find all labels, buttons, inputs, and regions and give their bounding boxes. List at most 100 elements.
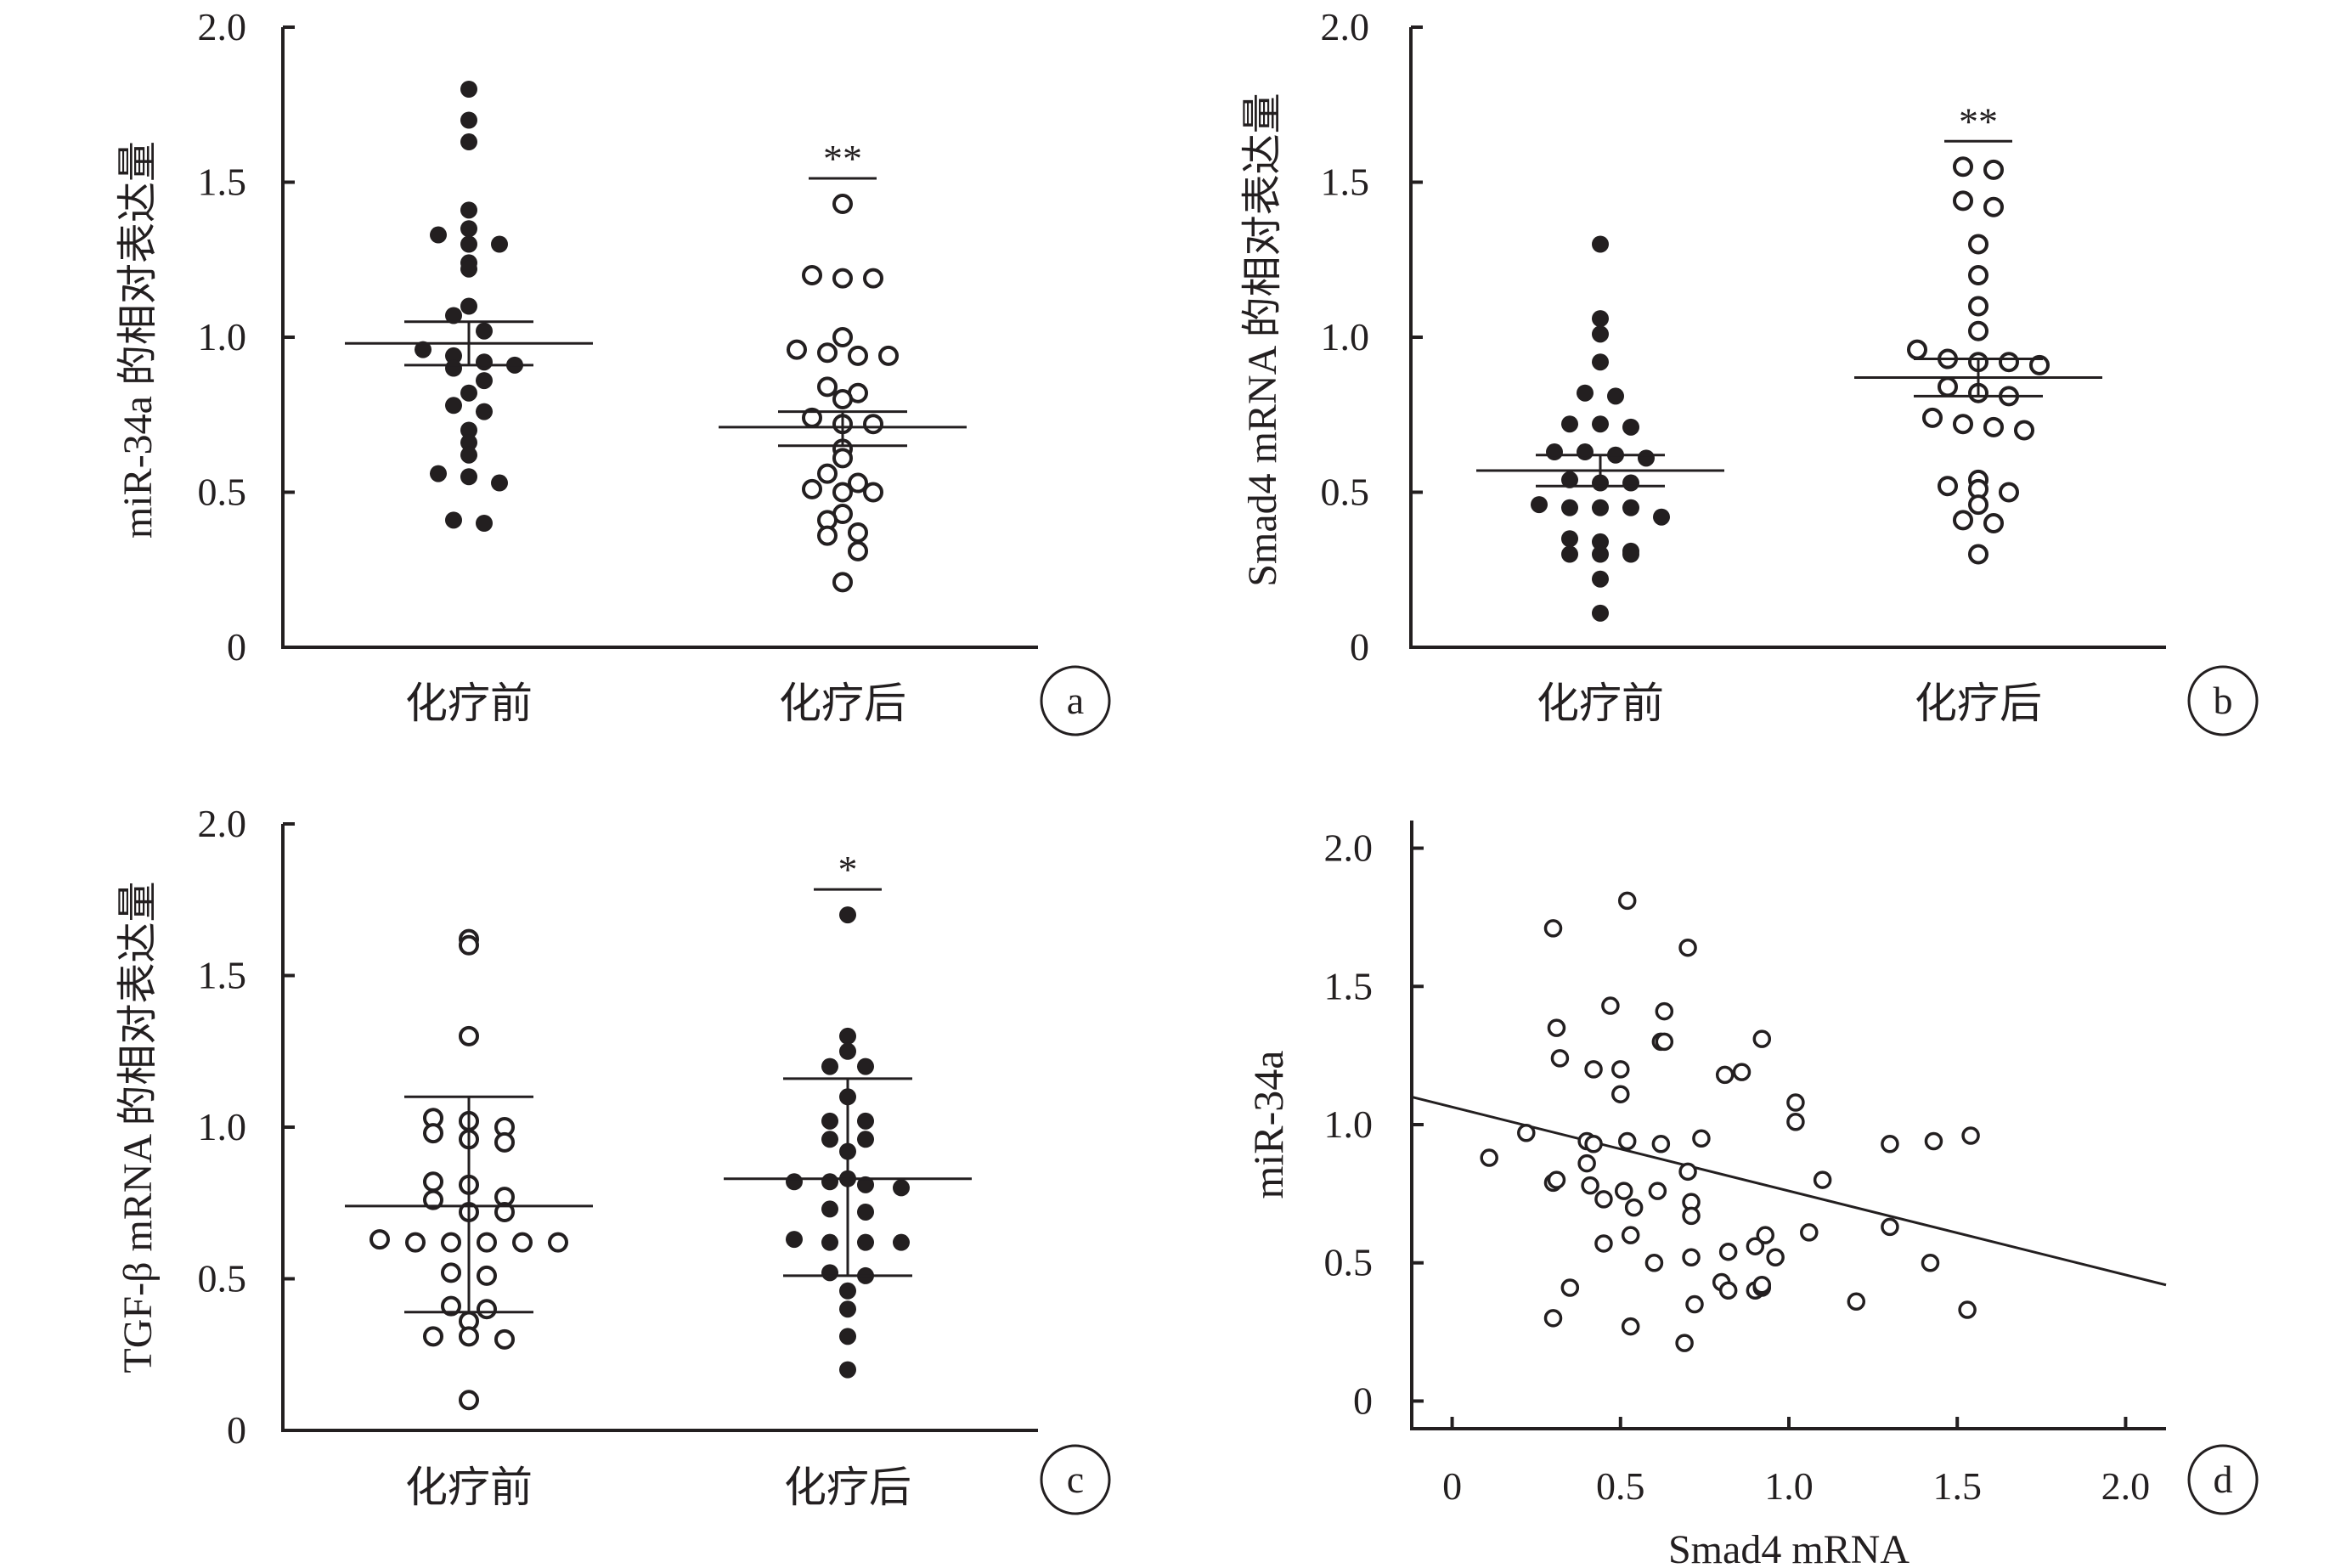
data-point-open — [1881, 1217, 1899, 1237]
data-point-filled — [857, 1233, 874, 1251]
data-point-open — [832, 389, 853, 409]
data-point-filled — [839, 1361, 856, 1379]
y-tick-label: 0.5 — [198, 1257, 247, 1300]
data-point-filled — [839, 1328, 856, 1345]
category-label: 化疗后 — [784, 1464, 911, 1511]
panel-label: c — [1067, 1458, 1084, 1501]
data-point-open — [1584, 1060, 1603, 1079]
data-point-open — [1732, 1063, 1752, 1081]
data-point-open — [1968, 234, 1988, 255]
data-point-filled — [1592, 499, 1609, 516]
y-tick-label: 2.0 — [198, 802, 247, 845]
data-point-filled — [476, 353, 493, 371]
data-point-open — [423, 1326, 443, 1347]
data-point-open — [1547, 1018, 1566, 1037]
data-point-open — [1881, 1135, 1899, 1153]
data-point-open — [1922, 407, 1943, 428]
data-point-filled — [1546, 443, 1563, 461]
panel-label: b — [2214, 679, 2233, 722]
axis-lines — [281, 824, 1038, 1432]
y-tick-label: 0 — [227, 1408, 246, 1452]
data-point-open — [1938, 376, 1958, 398]
data-point-open — [1983, 196, 2004, 217]
panel-badge — [2187, 665, 2259, 736]
data-point-open — [848, 345, 868, 366]
data-point-open — [1999, 482, 2019, 503]
data-point-open — [2029, 354, 2050, 375]
data-point-filled — [1622, 545, 1639, 563]
significance-marker: ** — [1959, 99, 1998, 143]
data-point-open — [1953, 510, 1973, 531]
data-point-filled — [821, 1264, 838, 1282]
data-point-open — [878, 345, 899, 366]
data-point-open — [1847, 1292, 1866, 1311]
data-point-open — [848, 522, 868, 543]
data-point-open — [423, 1189, 443, 1210]
y-tick-label: 0.5 — [1321, 471, 1370, 514]
y-axis-label: miR-34a — [1244, 1051, 1292, 1199]
data-point-filled — [1561, 530, 1578, 548]
data-point-open — [1675, 1334, 1694, 1352]
data-point-open — [459, 1390, 479, 1411]
significance-marker: ** — [823, 137, 862, 180]
panel-label: d — [2214, 1458, 2233, 1501]
data-point-open — [1766, 1248, 1785, 1266]
y-tick-label: 1.5 — [198, 161, 247, 204]
data-point-open — [848, 540, 868, 561]
data-point-open — [1624, 1198, 1644, 1217]
data-point-filled — [430, 226, 447, 244]
data-point-filled — [857, 1131, 874, 1148]
data-point-open — [1517, 1124, 1536, 1142]
data-point-filled — [460, 297, 477, 315]
data-point-open — [1999, 352, 2019, 373]
data-point-open — [817, 376, 838, 398]
data-point-filled — [857, 1176, 874, 1193]
data-point-open — [1651, 1135, 1671, 1153]
data-point-open — [1715, 1065, 1735, 1085]
data-point-open — [1953, 190, 1973, 212]
data-point-open — [1718, 1281, 1738, 1300]
x-tick-label: 1.5 — [1932, 1464, 1982, 1508]
data-point-filled — [1592, 353, 1609, 371]
significance-marker: * — [838, 848, 858, 891]
data-point-filled — [460, 235, 477, 253]
data-point-open — [441, 1232, 461, 1253]
y-tick-label: 1.0 — [198, 315, 247, 358]
data-point-filled — [460, 133, 477, 151]
data-point-filled — [1592, 235, 1609, 253]
data-point-open — [802, 265, 822, 285]
data-point-open — [459, 1326, 479, 1347]
axis-lines — [1410, 821, 2166, 1430]
data-point-filled — [893, 1233, 910, 1251]
data-point-open — [1961, 1126, 1980, 1145]
data-point-open — [2014, 420, 2034, 441]
data-point-open — [1480, 1148, 1498, 1167]
data-point-open — [832, 194, 853, 215]
x-tick-label: 0 — [1442, 1464, 1462, 1508]
data-point-filled — [1592, 533, 1609, 550]
data-point-filled — [839, 1027, 856, 1045]
data-point-open — [1756, 1226, 1774, 1244]
y-axis-label: miR-34a 的相对表达量 — [116, 141, 161, 539]
panel-badge — [1040, 1444, 1111, 1515]
data-point-open — [802, 478, 822, 499]
data-point-filled — [430, 465, 447, 482]
data-point-open — [1678, 1162, 1697, 1182]
data-point-filled — [1577, 443, 1594, 461]
data-point-open — [494, 1131, 515, 1153]
y-axis-label: TGF-β mRNA 的相对表达量 — [116, 881, 161, 1373]
data-point-open — [1594, 1234, 1613, 1253]
data-point-filled — [445, 511, 462, 529]
data-point-open — [1685, 1294, 1704, 1314]
data-point-open — [1611, 1060, 1630, 1079]
data-point-open — [817, 525, 838, 546]
data-point-open — [1786, 1112, 1805, 1131]
y-tick-label: 1.0 — [1321, 315, 1370, 358]
panel-label: a — [1067, 679, 1084, 722]
y-tick-label: 1.0 — [198, 1105, 247, 1148]
data-point-filled — [476, 515, 493, 532]
data-point-open — [1692, 1129, 1711, 1148]
data-point-open — [494, 1328, 515, 1350]
data-point-open — [1752, 1029, 1772, 1048]
